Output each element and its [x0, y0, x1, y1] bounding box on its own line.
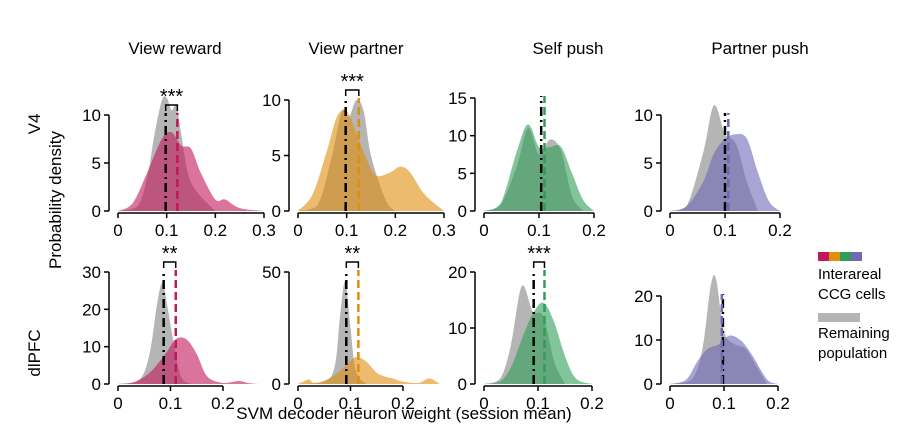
x-tick-label: 0.2 [384, 221, 408, 240]
y-tick-label: 20 [634, 287, 653, 306]
swatch-partner-push [851, 252, 862, 261]
panel: 0 50 0 0.1 0.2 ** [262, 243, 440, 413]
y-tick-label: 0 [272, 375, 281, 394]
remaining-label: Remaining population [818, 325, 890, 362]
y-tick-label: 10 [262, 91, 281, 110]
y-tick-label: 5 [272, 147, 281, 166]
x-tick-label: 0.2 [768, 221, 792, 240]
x-tick-label: 0 [293, 221, 302, 240]
interareal-ccg-density [118, 131, 264, 211]
y-tick-label: 20 [448, 263, 467, 282]
panel: 0 5 10 15 0 0.1 0.2 [448, 89, 606, 240]
x-tick-label: 0 [665, 221, 674, 240]
panel: 0 10 20 30 0 0.1 0.2 ** [82, 243, 260, 413]
y-tick-label: 0 [272, 202, 281, 221]
interareal-ccg-density [484, 302, 592, 384]
significance-stars: ** [345, 243, 361, 265]
x-tick-label: 0.1 [527, 221, 551, 240]
x-tick-label: 0 [113, 221, 122, 240]
interareal-ccg-density [298, 356, 440, 384]
y-tick-label: 0 [644, 202, 653, 221]
remaining-population-density [298, 280, 367, 384]
x-tick-label: 0 [479, 394, 488, 413]
x-tick-label: 0.1 [335, 221, 359, 240]
y-tick-label: 0 [644, 375, 653, 394]
y-tick-label: 5 [644, 154, 653, 173]
panel: 0 10 20 0 0.1 0.2 *** [448, 243, 604, 413]
x-tick-label: 0.2 [204, 221, 228, 240]
y-tick-label: 10 [448, 127, 467, 146]
x-tick-label: 0.2 [766, 394, 790, 413]
interareal-ccg-density [118, 337, 260, 384]
y-tick-label: 5 [458, 164, 467, 183]
y-tick-label: 20 [82, 300, 101, 319]
x-tick-label: 0.1 [159, 394, 183, 413]
significance-bracket [532, 261, 546, 268]
y-tick-label: 30 [82, 263, 101, 282]
x-tick-label: 0.2 [582, 221, 606, 240]
significance-bracket [162, 261, 177, 268]
x-tick-label: 0.3 [432, 221, 456, 240]
interareal-ccg-density [484, 124, 594, 211]
y-tick-label: 10 [634, 331, 653, 350]
y-axis-label: Probability density [46, 131, 65, 269]
x-tick-label: 0.2 [580, 394, 604, 413]
panel: 0 10 20 0 0.1 0.2 [634, 274, 790, 413]
swatch-self-push [840, 252, 851, 261]
legend: Interareal CCG cells Remaining populatio… [818, 252, 923, 364]
row-label: V4 [25, 114, 44, 135]
x-tick-label: 0.1 [712, 394, 736, 413]
x-tick-label: 0.1 [713, 221, 737, 240]
y-tick-label: 0 [92, 202, 101, 221]
column-title: Self push [533, 39, 604, 58]
remaining-swatch [818, 313, 860, 322]
significance-stars: *** [160, 86, 184, 108]
y-tick-label: 0 [458, 202, 467, 221]
swatch-view-reward [818, 252, 829, 261]
y-tick-label: 10 [448, 319, 467, 338]
panel: 0 5 10 0 0.1 0.2 0.3 *** [82, 86, 276, 240]
x-tick-label: 0.2 [391, 394, 415, 413]
x-tick-label: 0.1 [526, 394, 550, 413]
y-tick-label: 15 [448, 89, 467, 108]
x-tick-label: 0.3 [252, 221, 276, 240]
panel: 0 5 10 0 0.1 0.2 [634, 105, 792, 240]
interareal-label: Interareal CCG cells [818, 266, 886, 303]
x-tick-label: 0.1 [155, 221, 179, 240]
x-tick-label: 0.1 [339, 394, 363, 413]
significance-bracket [164, 104, 179, 111]
swatch-view-partner [829, 252, 840, 261]
row-label: dlPFC [25, 329, 44, 376]
y-tick-label: 10 [634, 106, 653, 125]
column-title: View reward [128, 39, 221, 58]
y-tick-label: 10 [82, 106, 101, 125]
y-tick-label: 0 [92, 375, 101, 394]
significance-stars: *** [527, 243, 551, 265]
column-title: Partner push [711, 39, 808, 58]
x-tick-label: 0 [665, 394, 674, 413]
panel: 0 5 10 0 0.1 0.2 0.3 *** [262, 71, 456, 240]
x-axis-label: SVM decoder neuron weight (session mean) [236, 404, 571, 423]
significance-bracket [345, 261, 360, 268]
significance-stars: *** [341, 71, 365, 93]
interareal-ccg-density [298, 109, 444, 211]
x-tick-label: 0 [293, 394, 302, 413]
interareal-swatch [818, 252, 862, 261]
significance-stars: ** [162, 243, 178, 265]
y-tick-label: 5 [92, 154, 101, 173]
y-tick-label: 10 [82, 338, 101, 357]
y-tick-label: 0 [458, 375, 467, 394]
x-tick-label: 0 [113, 394, 122, 413]
x-tick-label: 0.2 [211, 394, 235, 413]
column-title: View partner [308, 39, 403, 58]
significance-bracket [344, 89, 360, 96]
y-tick-label: 50 [262, 263, 281, 282]
x-tick-label: 0 [479, 221, 488, 240]
